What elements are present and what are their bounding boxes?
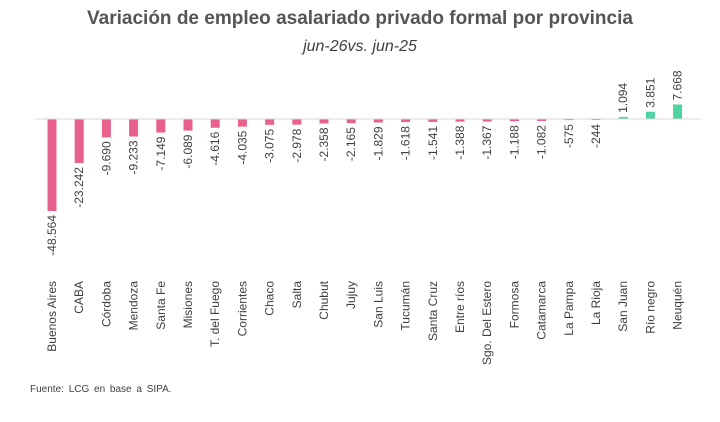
bar-21 (618, 116, 628, 119)
bar-19 (564, 119, 574, 121)
category-label: Sgo. Del Estero (480, 281, 494, 365)
category-label: La Pampa (562, 281, 576, 336)
category-label: Chubut (317, 280, 331, 319)
bar-11 (346, 119, 356, 124)
bar-6 (210, 119, 220, 128)
data-label: -2.358 (317, 127, 331, 161)
bar-3 (129, 119, 139, 137)
data-label: -9.233 (127, 140, 141, 174)
data-label: -23.242 (72, 167, 86, 208)
data-label: -1.388 (453, 125, 467, 159)
category-label: Catamarca (535, 281, 549, 340)
chart-title: Variación de empleo asalariado privado f… (87, 8, 633, 29)
data-label: -48.564 (45, 215, 59, 256)
data-label: -575 (562, 124, 576, 148)
bar-17 (509, 119, 519, 122)
category-label: Río negro (643, 281, 657, 334)
category-label: Salta (290, 281, 304, 309)
category-label: Neuquén (671, 281, 685, 330)
bar-2 (101, 119, 111, 138)
bar-13 (401, 119, 411, 123)
bar-5 (183, 119, 193, 131)
category-label: T. del Fuego (208, 281, 222, 347)
category-label: Santa Cruz (426, 281, 440, 341)
data-label: -1.367 (480, 125, 494, 159)
data-label: -1.541 (426, 126, 440, 160)
category-label: San Luis (371, 281, 385, 328)
category-label: Formosa (507, 281, 521, 329)
data-label: -7.149 (154, 136, 168, 170)
data-label: -1.829 (371, 126, 385, 160)
bar-18 (537, 119, 547, 122)
data-label: -6.089 (181, 134, 195, 168)
category-label: Jujuy (344, 281, 358, 309)
data-label: -4.035 (235, 130, 249, 164)
data-label: -3.075 (263, 129, 277, 163)
bar-9 (292, 119, 302, 125)
category-label: Misiones (181, 281, 195, 328)
data-label: 7.668 (671, 70, 685, 100)
bar-16 (482, 119, 492, 122)
data-label: -1.082 (535, 125, 549, 159)
bar-23 (673, 104, 683, 119)
data-label: -1.618 (399, 126, 413, 160)
category-label: CABA (72, 281, 86, 314)
category-label: Entre ríos (453, 281, 467, 333)
category-label: Tucumán (399, 281, 413, 331)
category-label: San Juan (616, 281, 630, 332)
data-label: -2.978 (290, 128, 304, 162)
bar-12 (373, 119, 383, 123)
bar-4 (156, 119, 166, 133)
category-label: La Rioja (589, 281, 603, 325)
bar-7 (237, 119, 247, 127)
bar-15 (455, 119, 465, 122)
bar-8 (265, 119, 275, 125)
category-label: Corrientes (235, 281, 249, 336)
data-label: -9.690 (99, 141, 113, 175)
bar-1 (74, 119, 84, 164)
bar-10 (319, 119, 329, 124)
data-label: -2.165 (344, 127, 358, 161)
category-label: Mendoza (127, 281, 141, 331)
data-label: 1.094 (616, 83, 630, 113)
category-label: Buenos Aires (45, 281, 59, 352)
bar-22 (645, 111, 655, 119)
data-label: -4.616 (208, 131, 222, 165)
bar-0 (47, 119, 57, 211)
data-label: -1.188 (507, 125, 521, 159)
data-label: -244 (589, 124, 603, 148)
chart-subtitle: jun-26vs. jun-25 (303, 38, 417, 55)
category-label: Santa Fe (154, 281, 168, 330)
category-label: Córdoba (99, 281, 113, 327)
bar-14 (428, 119, 438, 122)
data-label: 3.851 (643, 77, 657, 107)
category-label: Chaco (263, 281, 277, 316)
source-note: Fuente: LCG en base a SIPA. (30, 384, 172, 395)
